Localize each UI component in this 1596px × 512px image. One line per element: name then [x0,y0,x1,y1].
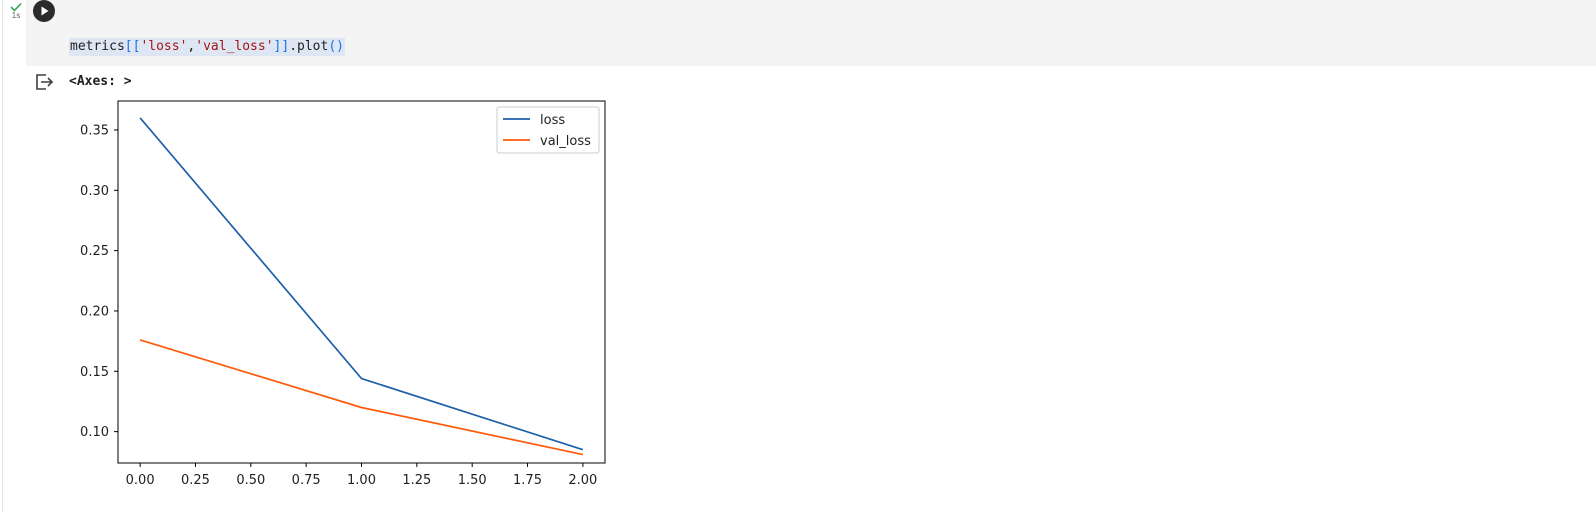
output-repr: <Axes: > [69,74,132,89]
code-token: ]] [273,39,290,54]
legend-label: loss [540,113,565,128]
legend: loss val_loss [496,106,600,154]
output-redirect-icon[interactable] [34,72,54,92]
x-tick-label: 1.25 [402,473,431,488]
code-token: 'val_loss' [195,39,274,54]
x-tick-label: 0.25 [181,473,210,488]
check-icon [10,2,22,12]
y-tick-label: 0.10 [80,425,109,440]
code-line[interactable]: metrics[['loss','val_loss']].plot() [69,38,345,56]
legend-label: val_loss [540,134,591,149]
series-line-loss [139,117,584,451]
code-token: 'loss' [140,39,188,54]
code-token: [[ [124,39,141,54]
play-icon [41,6,49,16]
x-tick-label: 1.75 [513,473,542,488]
y-tick-label: 0.15 [80,365,109,380]
x-tick-label: 0.00 [126,473,155,488]
x-tick-label: 1.50 [458,473,487,488]
code-token: () [328,39,344,54]
y-tick-label: 0.30 [80,184,109,199]
x-tick-label: 0.75 [292,473,321,488]
y-tick-label: 0.20 [80,304,109,319]
code-token: .plot [289,39,329,54]
execution-status: 1s [6,0,26,20]
x-tick-label: 2.00 [568,473,597,488]
series-line-val-loss [139,339,584,456]
y-tick-label: 0.25 [80,244,109,259]
y-axis: 0.10 0.15 0.20 0.25 0.30 0.35 [80,123,118,440]
plot-frame [117,100,606,464]
line-chart: 0.00 0.25 0.50 0.75 1.00 1.25 1.50 1.75 2.00 0.1… [80,100,606,488]
x-tick-label: 0.50 [236,473,265,488]
run-cell-button[interactable] [33,0,55,22]
series-lines [139,117,584,456]
execution-time: 1s [11,11,21,20]
y-tick-label: 0.35 [80,123,109,138]
gutter-divider [2,0,3,512]
code-cell-input[interactable] [26,0,1596,66]
code-token: , [187,39,196,54]
x-tick-label: 1.00 [347,473,376,488]
x-axis: 0.00 0.25 0.50 0.75 1.00 1.25 1.50 1.75 2.00 [126,463,597,488]
code-token: metrics [70,39,125,54]
